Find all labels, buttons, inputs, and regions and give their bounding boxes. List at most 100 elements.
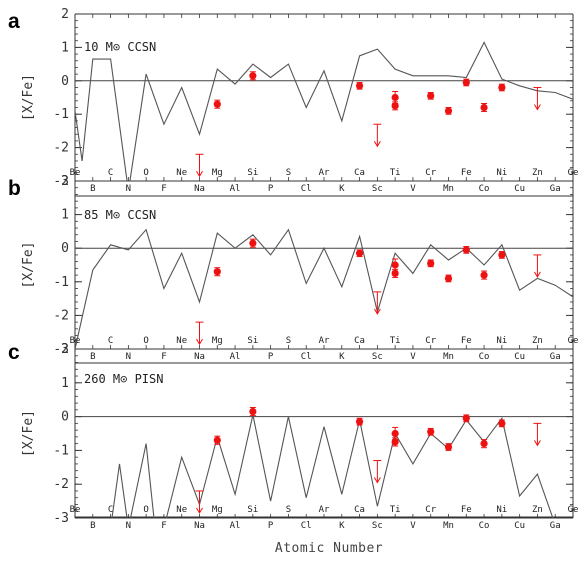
element-label: Be [70,336,81,346]
model-label: 260 M⊙ PISN [84,372,163,386]
element-label: Ca [354,168,365,178]
observed-point [480,103,488,112]
element-label: B [90,352,95,362]
element-label: Be [70,168,81,178]
observed-point [444,443,453,451]
observed-point [249,239,257,247]
element-label: Cu [514,184,525,194]
panel-a: 2 1 0 -1 -2 -3Be B C N O F Ne Na Mg Al Si P S Cl Ar K Ca Sc Ti V… [8,7,579,197]
y-tick-label: -1 [53,443,69,458]
observed-point [355,82,364,90]
observed-point [498,251,506,259]
element-label: Ca [354,505,365,515]
upper-limit-arrow [534,271,541,278]
observed-point [462,78,470,87]
element-label: Ge [568,336,579,346]
element-label: Cu [514,521,525,531]
model-label: 85 M⊙ CCSN [84,208,156,222]
element-label: Ga [550,521,561,531]
y-tick-label: -3 [53,342,69,357]
element-label: Al [230,184,241,194]
upper-limit-arrow [534,104,541,111]
element-label: Co [479,184,490,194]
element-label: Ar [319,336,330,346]
element-label: N [126,184,131,194]
observed-point [249,407,257,416]
observed-point [498,419,506,427]
element-label: N [126,521,131,531]
observed-point [355,418,364,426]
element-label: Na [194,184,205,194]
element-label: Sc [372,352,383,362]
element-label: Al [230,521,241,531]
element-label: Ni [496,505,507,515]
element-label: Zn [532,168,543,178]
element-label: Mg [212,168,223,178]
element-label: Cr [425,336,436,346]
observed-point [427,92,435,100]
element-label: Ni [496,168,507,178]
element-label: K [339,521,345,531]
element-label: K [339,184,345,194]
panel-c: 210-1-2-3BeBCNOFNeNaMgAlSiPSClArKCaScTiV… [8,341,578,531]
element-label: Cl [301,184,312,194]
observed-point [498,83,506,92]
y-tick-label: -1 [53,107,69,122]
upper-limit-arrow [196,507,203,514]
element-label: Fe [461,168,472,178]
element-label: Ga [550,352,561,362]
y-axis-label: [X/Fe] [21,74,36,121]
element-label: F [161,521,166,531]
y-tick-label: 0 [61,241,69,256]
y-tick-label: 2 [61,174,69,189]
element-label: Ca [354,336,365,346]
panel-letter: c [8,341,20,364]
observed-point [444,107,453,115]
panel-b: 210-1-2-3BeBCNOFNeNaMgAlSiPSClArKCaScTiV… [8,174,579,364]
y-axis-label: [X/Fe] [21,410,36,457]
observed-point [480,271,488,279]
element-label: V [410,184,416,194]
observed-point [462,246,470,254]
y-tick-label: -2 [53,308,69,323]
element-label: Na [194,521,205,531]
model-series-line [75,228,573,349]
element-label: Mn [443,184,454,194]
observed-point [480,440,488,448]
element-label: P [268,352,274,362]
element-label: Cu [514,352,525,362]
element-label: Ga [550,184,561,194]
x-axis-label: Atomic Number [275,541,383,556]
element-label: Sc [372,184,383,194]
element-label: Mg [212,505,223,515]
element-label: Sc [372,521,383,531]
element-label: Ge [568,505,579,515]
element-label: N [126,352,131,362]
element-label: Ge [568,168,579,178]
observed-point [444,274,453,283]
observed-point [213,436,221,444]
observed-point [391,261,399,269]
element-label: Ti [390,168,401,178]
element-label: S [286,505,291,515]
upper-limit-arrow [373,308,381,315]
observed-point [391,93,399,102]
y-axis-label: [X/Fe] [21,242,36,289]
element-label: Ne [176,505,187,515]
element-label: O [143,336,148,346]
element-label: Ar [319,168,330,178]
element-label: P [268,521,274,531]
element-label: Ar [319,505,330,515]
element-label: V [410,521,416,531]
element-label: Ne [176,336,187,346]
observed-point [391,102,399,110]
element-label: B [90,184,95,194]
y-tick-label: 2 [61,7,69,22]
element-label: Fe [461,505,472,515]
element-label: Cr [425,505,436,515]
element-label: Zn [532,336,543,346]
panel-letter: a [8,10,20,33]
element-label: C [108,336,113,346]
